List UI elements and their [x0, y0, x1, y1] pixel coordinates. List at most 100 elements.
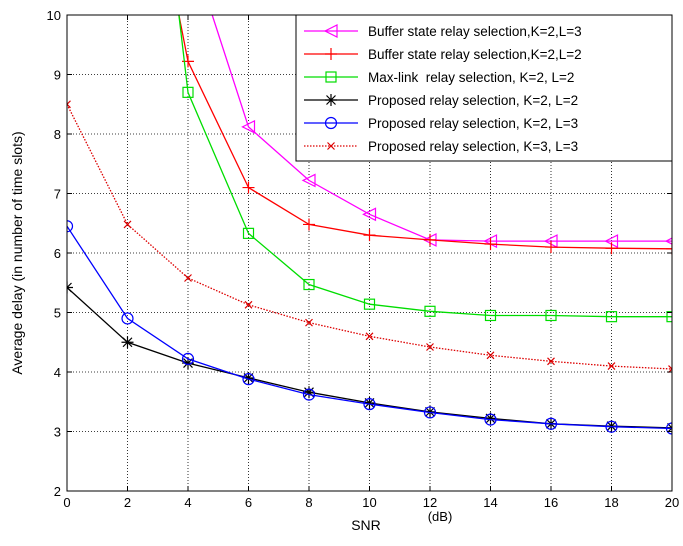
data-point-marker [424, 233, 436, 246]
data-point-marker [182, 86, 194, 98]
y-tick-label: 8 [54, 127, 61, 142]
legend-entry: Proposed relay selection, K=2, L=3 [304, 116, 578, 131]
data-point-marker [181, 352, 195, 366]
legend-label: Proposed relay selection, K=2, L=3 [368, 116, 578, 131]
data-point-marker [363, 298, 376, 310]
y-tick-label: 4 [54, 365, 61, 380]
legend-label: Proposed relay selection, K=2, L=2 [368, 93, 578, 108]
data-point-marker [484, 238, 497, 251]
legend-label: Buffer state relay selection,K=2,L=3 [368, 24, 582, 39]
data-point-marker [303, 278, 315, 291]
data-point-marker [121, 312, 134, 325]
y-tick-label: 9 [54, 68, 61, 83]
data-point-marker [362, 207, 377, 222]
x-tick-label: 6 [245, 495, 252, 510]
x-axis-label: SNR [351, 517, 381, 533]
data-point-marker [668, 365, 672, 373]
series-5 [67, 220, 672, 435]
data-point-marker [244, 300, 253, 309]
series-line [178, 15, 672, 318]
data-point-marker [182, 357, 194, 370]
data-point-marker [67, 220, 74, 233]
data-point-marker [545, 241, 557, 254]
y-tick-label: 2 [54, 484, 61, 499]
x-tick-label: 4 [184, 495, 191, 510]
data-point-marker [302, 388, 316, 401]
data-point-marker [242, 227, 255, 239]
data-point-marker [545, 309, 557, 322]
data-point-marker [242, 373, 255, 386]
y-tick-label: 7 [54, 187, 61, 202]
data-point-marker [242, 181, 255, 194]
data-point-marker [365, 332, 374, 341]
data-point-marker [666, 311, 672, 323]
legend-box [295, 14, 673, 162]
data-point-marker [123, 220, 132, 229]
data-point-marker [484, 412, 497, 425]
x-tick-label: 12 [423, 495, 437, 510]
data-point-marker [242, 371, 255, 384]
data-point-marker [605, 311, 618, 323]
legend-entry: Buffer state relay selection,K=2,L=2 [304, 47, 582, 62]
data-point-marker [547, 357, 555, 366]
data-point-marker [607, 362, 616, 370]
legend-marker [325, 48, 337, 60]
data-point-marker [303, 386, 315, 399]
y-axis-label: Average delay (in number of time slots) [9, 131, 25, 374]
x-tick-label: 18 [604, 495, 618, 510]
data-point-marker [486, 351, 495, 360]
legend-entry: Buffer state relay selection,K=2,L=3 [304, 24, 582, 39]
data-point-marker [665, 422, 672, 435]
x-tick-label: 10 [362, 495, 376, 510]
x-tick-label: 14 [483, 495, 497, 510]
data-point-marker [305, 318, 313, 327]
data-point-marker [184, 274, 192, 282]
data-point-marker [121, 336, 134, 349]
legend-marker [323, 24, 338, 38]
series-2 [178, 15, 672, 255]
legend-marker [324, 116, 338, 130]
data-point-marker [426, 343, 434, 351]
x-tick-label: 20 [665, 495, 679, 510]
legend-marker [325, 94, 337, 106]
series-line [67, 104, 672, 370]
x-tick-label: 16 [544, 495, 558, 510]
series-6 [67, 100, 672, 373]
legend-entry: Max-link relay selection, K=2, L=2 [304, 70, 574, 85]
legend-label: Proposed relay selection, K=3, L=3 [368, 139, 578, 154]
series-3 [178, 15, 672, 323]
data-point-marker [303, 218, 315, 231]
data-point-marker [363, 229, 376, 242]
data-point-marker [544, 417, 558, 430]
series-line [67, 225, 672, 430]
y-tick-label: 5 [54, 306, 61, 321]
data-point-marker [424, 305, 436, 317]
data-point-marker [666, 242, 672, 255]
legend-marker [325, 71, 337, 83]
legend-marker [327, 142, 335, 150]
x-tick-label: 0 [63, 495, 70, 510]
series-line [178, 15, 672, 250]
y-tick-label: 6 [54, 246, 61, 261]
legend: Buffer state relay selection,K=2,L=3 Buff… [295, 14, 673, 162]
data-point-marker [484, 309, 497, 322]
y-tick-label: 10 [47, 8, 61, 23]
data-point-marker [605, 242, 618, 255]
data-point-marker [241, 119, 256, 134]
legend-label: Buffer state relay selection,K=2,L=2 [368, 47, 582, 62]
series-layer [67, 15, 672, 435]
x-axis-unit-label: (dB) [428, 509, 453, 524]
data-point-marker [363, 396, 376, 409]
x-tick-label: 2 [124, 495, 131, 510]
data-point-marker [67, 100, 71, 109]
data-point-marker [484, 413, 497, 426]
data-point-marker [423, 406, 437, 419]
legend-entry: Proposed relay selection, K=3, L=3 [304, 139, 578, 154]
y-tick-label: 3 [54, 425, 61, 440]
legend-label: Max-link relay selection, K=2, L=2 [368, 70, 574, 85]
x-tick-label: 8 [305, 495, 312, 510]
data-point-marker [363, 398, 376, 411]
